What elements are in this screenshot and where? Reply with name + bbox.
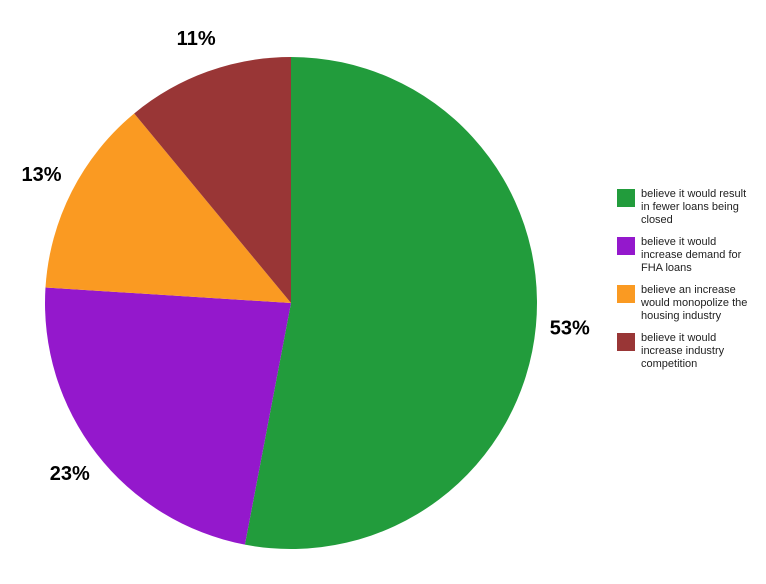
data-label: 11% xyxy=(177,28,216,50)
legend-item: believe an increase would monopolize the… xyxy=(617,284,757,323)
legend-swatch xyxy=(617,189,635,207)
legend-item: believe it would increase industry compe… xyxy=(617,332,757,371)
pie-slice xyxy=(45,287,291,545)
pie-slice xyxy=(45,113,291,304)
legend-swatch xyxy=(617,237,635,255)
data-label: 23% xyxy=(50,463,90,485)
legend-label: believe it would increase demand for FHA… xyxy=(641,236,742,274)
legend-swatch xyxy=(617,333,635,351)
pie-slice xyxy=(134,57,291,303)
legend-item: believe it would increase demand for FHA… xyxy=(617,236,757,275)
legend-label: believe an increase would monopolize the… xyxy=(641,284,748,322)
data-label: 13% xyxy=(22,164,62,186)
pie-slice xyxy=(244,57,538,550)
legend-label: believe it would result in fewer loans b… xyxy=(641,188,747,226)
legend: believe it would result in fewer loans b… xyxy=(617,188,757,380)
legend-item: believe it would result in fewer loans b… xyxy=(617,188,757,227)
legend-swatch xyxy=(617,285,635,303)
legend-label: believe it would increase industry compe… xyxy=(641,332,725,370)
data-label: 53% xyxy=(550,318,590,340)
